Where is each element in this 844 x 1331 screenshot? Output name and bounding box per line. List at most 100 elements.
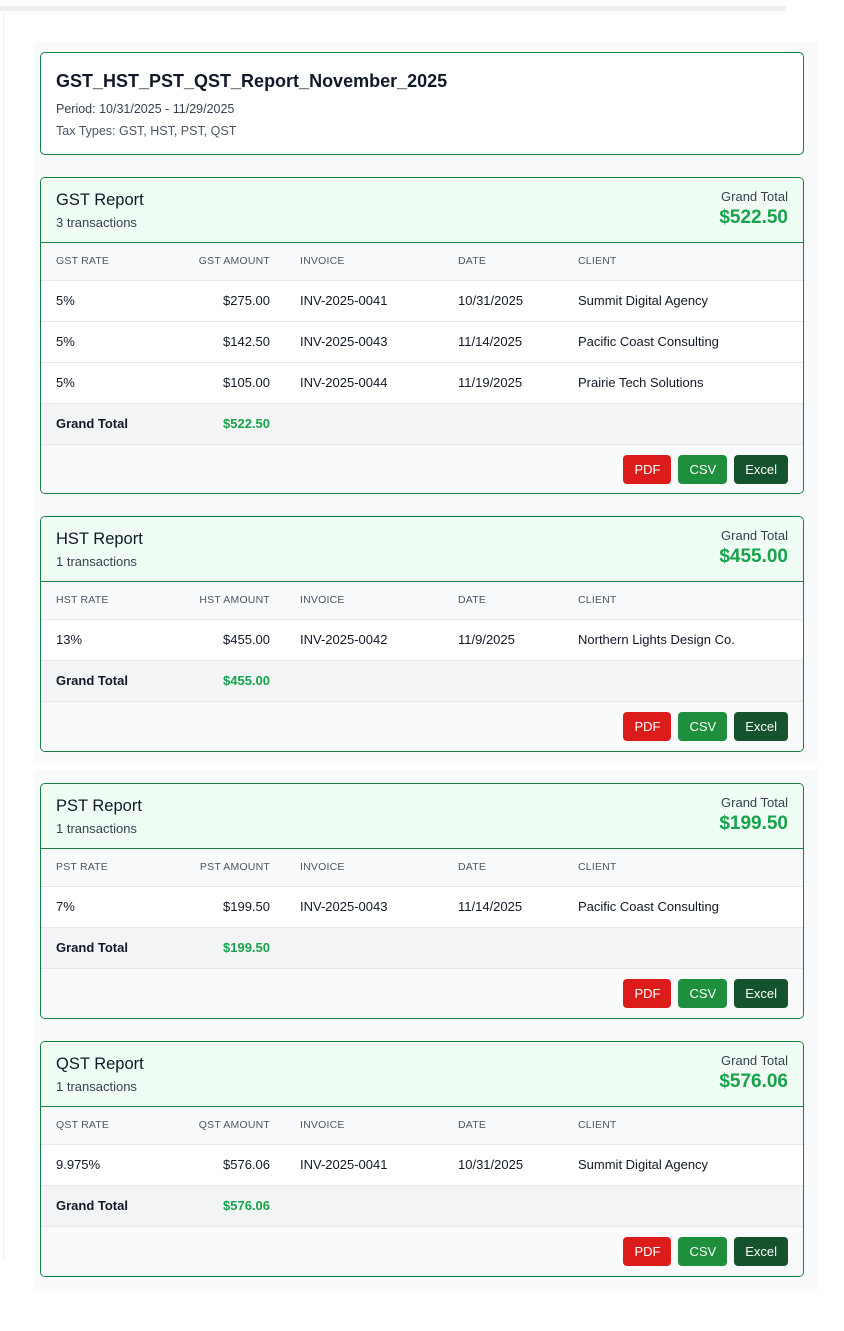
- cell-rate: 13%: [56, 632, 83, 647]
- pdf-export-button[interactable]: PDF: [623, 711, 672, 741]
- excel-export-button[interactable]: Excel: [734, 1236, 788, 1266]
- excel-export-button[interactable]: Excel: [734, 978, 788, 1008]
- cell-client: Pacific Coast Consulting: [578, 334, 719, 349]
- page-title: GST_HST_PST_QST_Report_November_2025: [56, 71, 448, 91]
- transaction-count: 1 transactions: [56, 554, 137, 569]
- cell-rate: 9.975%: [56, 1157, 101, 1172]
- grand-total-row-value: $455.00: [223, 673, 270, 688]
- grand-total-label: Grand Total: [721, 189, 788, 204]
- pdf-export-button[interactable]: PDF: [623, 454, 672, 484]
- export-footer: PDF CSV Excel: [41, 701, 803, 751]
- report-card-header: QST Report 1 transactions Grand Total $5…: [41, 1042, 803, 1107]
- grand-total-row-value: $522.50: [223, 416, 270, 431]
- report-header-card: GST_HST_PST_QST_Report_November_2025 Per…: [40, 52, 804, 155]
- top-divider: [0, 6, 786, 11]
- column-header-amount: QST AMOUNT: [183, 1107, 285, 1145]
- transactions-table: QST RATE QST AMOUNT INVOICE DATE CLIENT 9.97…: [41, 1107, 803, 1227]
- column-header-amount: GST AMOUNT: [183, 243, 285, 281]
- column-header-invoice: INVOICE: [285, 243, 443, 281]
- export-buttons: PDF CSV Excel: [623, 1236, 788, 1266]
- hst-report-card: HST Report 1 transactions Grand Total $4…: [40, 516, 804, 752]
- left-divider: [3, 12, 4, 1260]
- cell-invoice: INV-2025-0041: [300, 1157, 388, 1172]
- cell-client: Summit Digital Agency: [578, 293, 709, 308]
- table-header-row: HST RATE HST AMOUNT INVOICE DATE CLIENT: [41, 582, 803, 620]
- column-header-date: DATE: [443, 243, 563, 281]
- gst-report-card: GST Report 3 transactions Grand Total $5…: [40, 177, 804, 494]
- grand-total-row-value: $576.06: [223, 1198, 270, 1213]
- export-buttons: PDF CSV Excel: [623, 454, 788, 484]
- cell-amount: $142.50: [223, 334, 270, 349]
- column-header-date: DATE: [443, 849, 563, 887]
- cell-invoice: INV-2025-0042: [300, 632, 388, 647]
- pdf-export-button[interactable]: PDF: [623, 978, 672, 1008]
- grand-total-row-label: Grand Total: [56, 1198, 128, 1213]
- column-header-client: CLIENT: [563, 1107, 803, 1145]
- grand-total-label: Grand Total: [721, 528, 788, 543]
- cell-amount: $455.00: [223, 632, 270, 647]
- grand-total-value: $576.06: [719, 1071, 788, 1092]
- cell-rate: 7%: [56, 899, 75, 914]
- table-header-row: PST RATE PST AMOUNT INVOICE DATE CLIENT: [41, 849, 803, 887]
- column-header-amount: PST AMOUNT: [183, 849, 285, 887]
- column-header-client: CLIENT: [563, 243, 803, 281]
- column-header-date: DATE: [443, 1107, 563, 1145]
- report-title: HST Report: [56, 530, 143, 548]
- report-card-header: PST Report 1 transactions Grand Total $1…: [41, 784, 803, 849]
- column-header-invoice: INVOICE: [285, 582, 443, 620]
- report-card-header: HST Report 1 transactions Grand Total $4…: [41, 517, 803, 582]
- grand-total-row-value: $199.50: [223, 940, 270, 955]
- column-header-client: CLIENT: [563, 849, 803, 887]
- export-footer: PDF CSV Excel: [41, 444, 803, 493]
- column-header-rate: PST RATE: [41, 849, 183, 887]
- empty-cell: [285, 927, 803, 968]
- cell-client: Pacific Coast Consulting: [578, 899, 719, 914]
- cell-rate: 5%: [56, 293, 75, 308]
- grand-total-row: Grand Total $576.06: [41, 1185, 803, 1226]
- grand-total-row-label: Grand Total: [56, 416, 128, 431]
- grand-total-row-label: Grand Total: [56, 940, 128, 955]
- empty-cell: [285, 1185, 803, 1226]
- grand-total-value: $199.50: [719, 813, 788, 834]
- table-row: 5% $275.00 INV-2025-0041 10/31/2025 Summit D…: [41, 280, 803, 321]
- table-row: 9.975% $576.06 INV-2025-0041 10/31/2025 Summ…: [41, 1144, 803, 1185]
- transaction-count: 1 transactions: [56, 1079, 137, 1094]
- csv-export-button[interactable]: CSV: [678, 454, 728, 484]
- transaction-count: 3 transactions: [56, 215, 137, 230]
- report-card-header: GST Report 3 transactions Grand Total $5…: [41, 178, 803, 243]
- table-row: 5% $142.50 INV-2025-0043 11/14/2025 Pacific …: [41, 321, 803, 362]
- grand-total-value: $522.50: [719, 207, 788, 228]
- empty-cell: [285, 660, 803, 701]
- report-title: GST Report: [56, 191, 144, 209]
- table-row: 7% $199.50 INV-2025-0043 11/14/2025 Pacific …: [41, 886, 803, 927]
- grand-total-row: Grand Total $199.50: [41, 927, 803, 968]
- csv-export-button[interactable]: CSV: [678, 978, 728, 1008]
- column-header-amount: HST AMOUNT: [183, 582, 285, 620]
- excel-export-button[interactable]: Excel: [734, 454, 788, 484]
- column-header-invoice: INVOICE: [285, 1107, 443, 1145]
- grand-total-row: Grand Total $522.50: [41, 403, 803, 444]
- cell-client: Prairie Tech Solutions: [578, 375, 704, 390]
- table-row: 13% $455.00 INV-2025-0042 11/9/2025 Northern…: [41, 619, 803, 660]
- cell-date: 10/31/2025: [458, 1157, 524, 1172]
- grand-total-row-label: Grand Total: [56, 673, 128, 688]
- tax-types: Tax Types: GST, HST, PST, QST: [56, 124, 237, 138]
- table-header-row: GST RATE GST AMOUNT INVOICE DATE CLIENT: [41, 243, 803, 281]
- cell-date: 11/19/2025: [458, 375, 523, 390]
- transactions-table: GST RATE GST AMOUNT INVOICE DATE CLIENT 5% $2…: [41, 243, 803, 445]
- pdf-export-button[interactable]: PDF: [623, 1236, 672, 1266]
- csv-export-button[interactable]: CSV: [678, 1236, 728, 1266]
- export-buttons: PDF CSV Excel: [623, 711, 788, 741]
- transactions-table: PST RATE PST AMOUNT INVOICE DATE CLIENT 7% $1…: [41, 849, 803, 969]
- grand-total-label: Grand Total: [721, 1053, 788, 1068]
- column-header-invoice: INVOICE: [285, 849, 443, 887]
- cell-date: 10/31/2025: [458, 293, 524, 308]
- table-header-row: QST RATE QST AMOUNT INVOICE DATE CLIENT: [41, 1107, 803, 1145]
- csv-export-button[interactable]: CSV: [678, 711, 728, 741]
- cell-date: 11/14/2025: [458, 334, 523, 349]
- pst-report-card: PST Report 1 transactions Grand Total $1…: [40, 783, 804, 1019]
- cell-rate: 5%: [56, 375, 75, 390]
- grand-total-label: Grand Total: [721, 795, 788, 810]
- excel-export-button[interactable]: Excel: [734, 711, 788, 741]
- column-header-date: DATE: [443, 582, 563, 620]
